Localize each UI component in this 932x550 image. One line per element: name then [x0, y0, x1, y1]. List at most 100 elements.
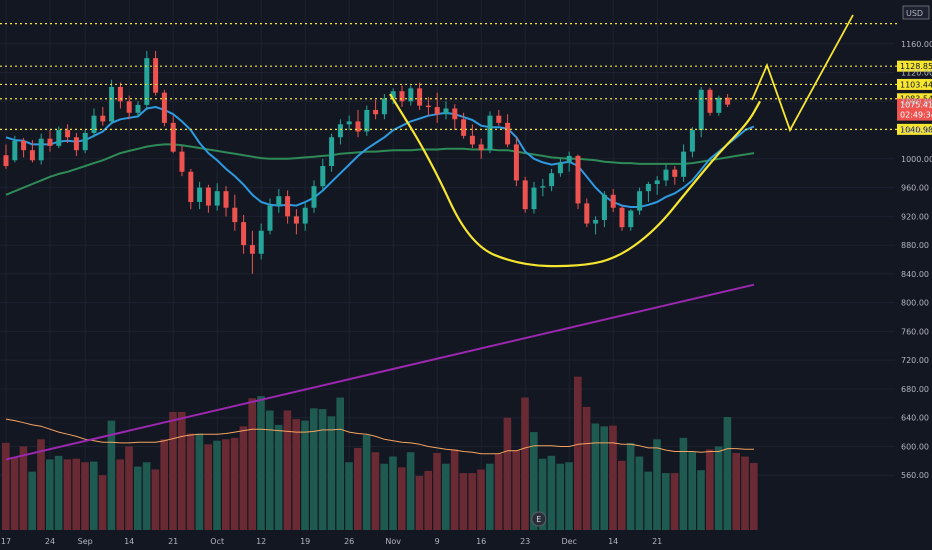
volume-bar	[292, 419, 300, 530]
candle-body[interactable]	[628, 210, 634, 228]
candle-body[interactable]	[285, 196, 291, 217]
candle-body[interactable]	[566, 155, 572, 163]
candle-body[interactable]	[417, 88, 423, 106]
candle-body[interactable]	[593, 219, 599, 224]
candle-body[interactable]	[109, 86, 115, 122]
candle-body[interactable]	[214, 191, 220, 206]
candle-body[interactable]	[681, 151, 687, 177]
candle-body[interactable]	[522, 180, 528, 210]
candle-body[interactable]	[373, 109, 379, 115]
candle-body[interactable]	[161, 92, 167, 123]
candle-body[interactable]	[601, 194, 607, 220]
candle-body[interactable]	[126, 101, 132, 113]
candle-body[interactable]	[293, 216, 299, 224]
candle-body[interactable]	[144, 58, 150, 105]
candle-body[interactable]	[531, 187, 537, 210]
candle-body[interactable]	[513, 144, 519, 181]
candle-body[interactable]	[505, 122, 511, 145]
candle-body[interactable]	[355, 121, 361, 132]
candle-body[interactable]	[320, 166, 326, 187]
cup-pattern-drawing[interactable]	[389, 14, 854, 268]
horizontal-levels[interactable]: 1128.851103.441083.541040.981075.4102:49…	[0, 23, 932, 135]
candle-body[interactable]	[117, 86, 123, 102]
candle-body[interactable]	[337, 124, 343, 138]
candle-body[interactable]	[364, 109, 370, 132]
candle-body[interactable]	[610, 194, 616, 208]
candle-body[interactable]	[232, 207, 238, 223]
candle-body[interactable]	[716, 97, 722, 113]
currency-badge[interactable]: USD	[902, 5, 930, 20]
volume-bar	[160, 439, 168, 530]
cup-curve[interactable]	[389, 93, 761, 268]
candle-body[interactable]	[469, 135, 475, 145]
candle-body[interactable]	[452, 108, 458, 120]
candle-body[interactable]	[584, 203, 590, 224]
candle-body[interactable]	[390, 91, 396, 99]
candle-body[interactable]	[311, 186, 317, 208]
candle-body[interactable]	[3, 155, 9, 167]
candle-body[interactable]	[170, 122, 176, 152]
candle-body[interactable]	[443, 108, 449, 115]
candle-body[interactable]	[82, 132, 88, 151]
candle-body[interactable]	[153, 58, 159, 93]
candle-body[interactable]	[707, 89, 713, 113]
candle-body[interactable]	[408, 88, 414, 102]
candle-body[interactable]	[100, 115, 106, 122]
candle-body[interactable]	[557, 162, 563, 174]
candle-body[interactable]	[549, 173, 555, 187]
candle-body[interactable]	[487, 115, 493, 151]
candle-body[interactable]	[619, 207, 625, 228]
candle-body[interactable]	[223, 191, 229, 208]
volume-bar	[477, 469, 485, 530]
candle-body[interactable]	[725, 97, 731, 105]
earnings-event-marker[interactable]	[531, 511, 547, 527]
candle-body[interactable]	[689, 130, 695, 152]
price-axis[interactable]: 1160.00 1120.00 1080.00 1040.00 1000.00 960.0…	[901, 40, 932, 480]
candle-body[interactable]	[381, 98, 387, 115]
candle-body[interactable]	[672, 169, 678, 177]
candle-body[interactable]	[56, 130, 62, 146]
candle-body[interactable]	[197, 187, 203, 202]
candle-body[interactable]	[276, 196, 282, 206]
candle-body[interactable]	[478, 144, 484, 151]
time-tick-label: 23	[520, 537, 530, 546]
projection-zigzag[interactable]	[751, 14, 854, 133]
candle-body[interactable]	[241, 222, 247, 246]
time-axis[interactable]: 17 24 Sep 14 21 Oct 12 19 26 Nov 9 16 23 Dec 14 21 E	[0, 511, 932, 550]
candle-body[interactable]	[29, 150, 35, 161]
candle-body[interactable]	[645, 183, 651, 192]
candle-body[interactable]	[258, 230, 264, 254]
candle-body[interactable]	[135, 104, 141, 113]
candle-body[interactable]	[302, 207, 308, 224]
candle-body[interactable]	[329, 137, 335, 167]
candle-body[interactable]	[38, 138, 44, 161]
candle-body[interactable]	[267, 205, 273, 231]
candle-body[interactable]	[434, 107, 440, 115]
candle-body[interactable]	[65, 130, 71, 138]
candle-body[interactable]	[698, 89, 704, 131]
candle-body[interactable]	[425, 105, 431, 108]
candle-body[interactable]	[73, 137, 79, 151]
candle-body[interactable]	[179, 151, 185, 172]
candle-body[interactable]	[540, 186, 546, 188]
candle-body[interactable]	[496, 115, 502, 123]
candle-body[interactable]	[205, 187, 211, 206]
candle-body[interactable]	[346, 121, 352, 125]
volume-bar	[618, 460, 626, 530]
candle-body[interactable]	[654, 180, 660, 184]
volume-bar	[213, 440, 221, 530]
candle-body[interactable]	[461, 119, 467, 136]
candle-body[interactable]	[188, 171, 194, 202]
candle-body[interactable]	[91, 115, 97, 133]
candle-body[interactable]	[21, 140, 27, 151]
candle-body[interactable]	[399, 91, 405, 102]
candle-body[interactable]	[575, 155, 581, 204]
candles[interactable]	[3, 50, 731, 274]
candle-body[interactable]	[12, 140, 18, 161]
candle-body[interactable]	[637, 191, 643, 211]
candle-body[interactable]	[663, 169, 669, 181]
candle-body[interactable]	[249, 245, 255, 254]
volume-bar	[732, 452, 740, 530]
candle-body[interactable]	[47, 138, 53, 146]
